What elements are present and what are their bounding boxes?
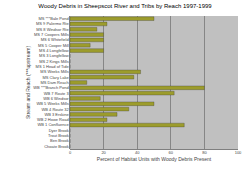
svg-text:WB 5 Weeks Mills: WB 5 Weeks Mills bbox=[37, 101, 69, 106]
svg-text:MS Clary Lake: MS Clary Lake bbox=[42, 75, 69, 80]
svg-text:WB 6 Windsor: WB 6 Windsor bbox=[43, 96, 69, 101]
svg-text:Dyer Brook: Dyer Brook bbox=[49, 128, 69, 133]
svg-text:WB 2 Howe Road: WB 2 Howe Road bbox=[37, 117, 69, 122]
svg-text:MS 4 Longfellow: MS 4 Longfellow bbox=[39, 48, 69, 53]
svg-text:Trout Brook: Trout Brook bbox=[48, 133, 69, 138]
svg-text:MS 5 Cooper Mill: MS 5 Cooper Mill bbox=[38, 43, 69, 48]
svg-text:Woody Debris in Sheepscot Rive: Woody Debris in Sheepscot River and Trib… bbox=[38, 3, 212, 9]
svg-text:MS 7 Coopers Mills: MS 7 Coopers Mills bbox=[34, 32, 69, 37]
svg-text:MS 8 Windsor Rte: MS 8 Windsor Rte bbox=[36, 27, 69, 32]
svg-text:Ben Brook: Ben Brook bbox=[50, 138, 69, 143]
svg-text:40: 40 bbox=[135, 150, 140, 155]
svg-text:WB 3 Erskine: WB 3 Erskine bbox=[44, 112, 69, 117]
svg-text:Choate Brook: Choate Brook bbox=[44, 144, 68, 149]
svg-text:WB 1 Confluence: WB 1 Confluence bbox=[38, 122, 70, 127]
svg-text:100: 100 bbox=[235, 150, 242, 155]
svg-text:WB 4 Route 32: WB 4 Route 32 bbox=[42, 107, 70, 112]
svg-text:MS 2 Kings Mills: MS 2 Kings Mills bbox=[39, 59, 69, 64]
svg-text:0: 0 bbox=[69, 150, 72, 155]
svg-text:WB 7 Route 3: WB 7 Route 3 bbox=[44, 91, 70, 96]
svg-text:80: 80 bbox=[202, 150, 207, 155]
svg-text:MS 3 Longfellow: MS 3 Longfellow bbox=[39, 53, 69, 58]
svg-text:MS 1 Head of Tide: MS 1 Head of Tide bbox=[36, 64, 70, 69]
svg-text:Percent of Habitat Units with: Percent of Habitat Units with Woody Debr… bbox=[97, 156, 212, 162]
svg-text:MS 9 Palermo Rte: MS 9 Palermo Rte bbox=[36, 21, 69, 26]
svg-text:MS 6 Whitefield: MS 6 Whitefield bbox=[41, 37, 69, 42]
svg-text:MS Weeks Mills: MS Weeks Mills bbox=[40, 69, 68, 74]
svg-text:MS ***Bale Pond: MS ***Bale Pond bbox=[38, 16, 68, 21]
svg-text:20: 20 bbox=[101, 150, 106, 155]
svg-text:MS Dam Reach: MS Dam Reach bbox=[40, 80, 68, 85]
svg-text:WB ***Branch Pond: WB ***Branch Pond bbox=[33, 85, 68, 90]
svg-text:Stream and Reach (***upstream): Stream and Reach (***upstream) bbox=[25, 46, 31, 119]
svg-text:60: 60 bbox=[169, 150, 174, 155]
